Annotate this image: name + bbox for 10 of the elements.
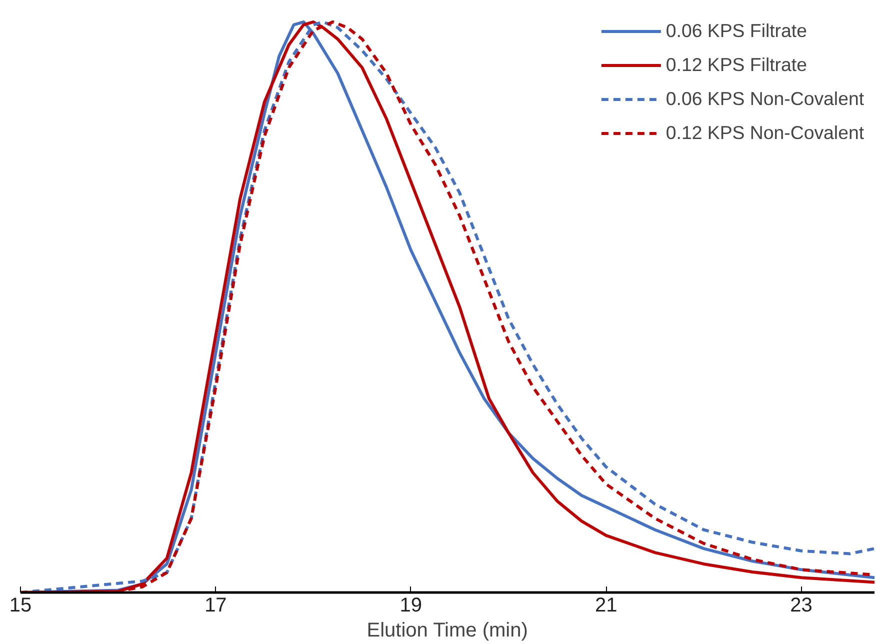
x-tick-label: 15 [9, 594, 32, 616]
x-tick-label: 19 [400, 594, 422, 616]
x-tick-label: 23 [790, 594, 812, 616]
legend-label: 0.06 KPS Filtrate [666, 20, 807, 42]
x-tick-label: 21 [594, 594, 618, 616]
legend-label: 0.12 KPS Non-Covalent [666, 122, 864, 144]
x-axis-title: Elution Time (min) [366, 620, 528, 642]
legend-label: 0.06 KPS Non-Covalent [666, 88, 864, 110]
legend-label: 0.12 KPS Filtrate [666, 54, 807, 76]
x-tick-label: 17 [204, 594, 227, 616]
